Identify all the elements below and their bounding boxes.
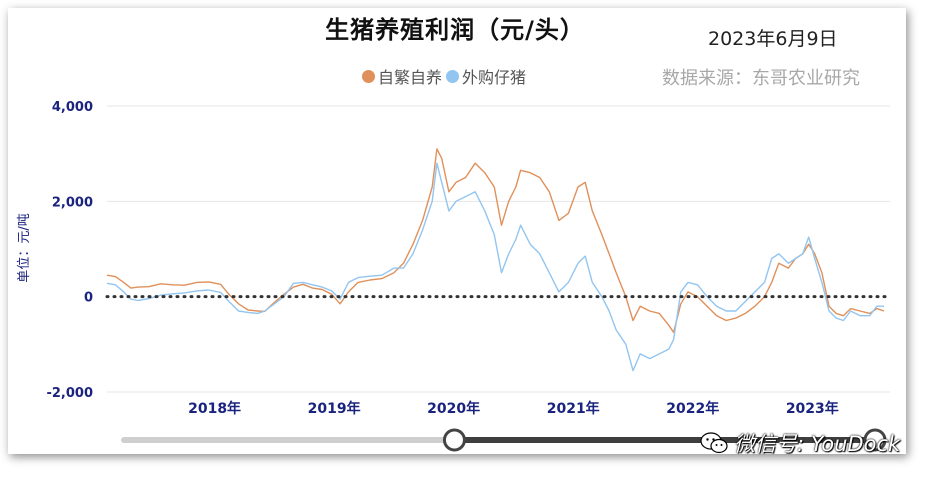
chart-date: 2023年6月9日 [708,28,838,50]
y-tick-label: 0 [84,291,93,306]
legend-marker-self-bred [362,69,375,83]
wechat-icon [700,432,728,454]
watermark-text: 微信号: YouDock [734,432,901,456]
legend-marker-purchased-piglets [446,69,460,83]
legend-item-purchased-piglets[interactable]: 外购仔猪 [446,64,526,88]
x-tick-label: 2022年 [666,400,719,417]
y-tick-label: 2,000 [52,195,93,210]
data-source: 数据来源：东哥农业研究 [662,68,860,89]
legend-label-self-bred: 自繁自养 [378,68,443,87]
y-tick-label: -2,000 [46,386,93,401]
chart-card [8,8,906,454]
y-axis-label: 单位：元/吨 [17,213,32,282]
watermark: 微信号: YouDock [700,428,900,458]
series-line-self-bred [106,148,885,334]
range-slider-handle-start[interactable] [442,428,466,452]
x-tick-label: 2020年 [427,400,480,417]
series-line-purchased-piglets [106,162,884,372]
x-tick-label: 2023年 [786,400,839,417]
legend: 自繁自养 外购仔猪 [362,64,530,88]
chart-title: 生猪养殖利润（元/头） [325,16,585,44]
legend-label-purchased-piglets: 外购仔猪 [462,68,527,87]
y-tick-label: 4,000 [52,100,93,115]
legend-item-self-bred[interactable]: 自繁自养 [362,64,442,88]
range-slider-handle-end[interactable] [863,428,887,452]
x-tick-label: 2019年 [308,400,361,417]
x-tick-label: 2018年 [188,400,241,417]
x-tick-label: 2021年 [547,400,600,417]
